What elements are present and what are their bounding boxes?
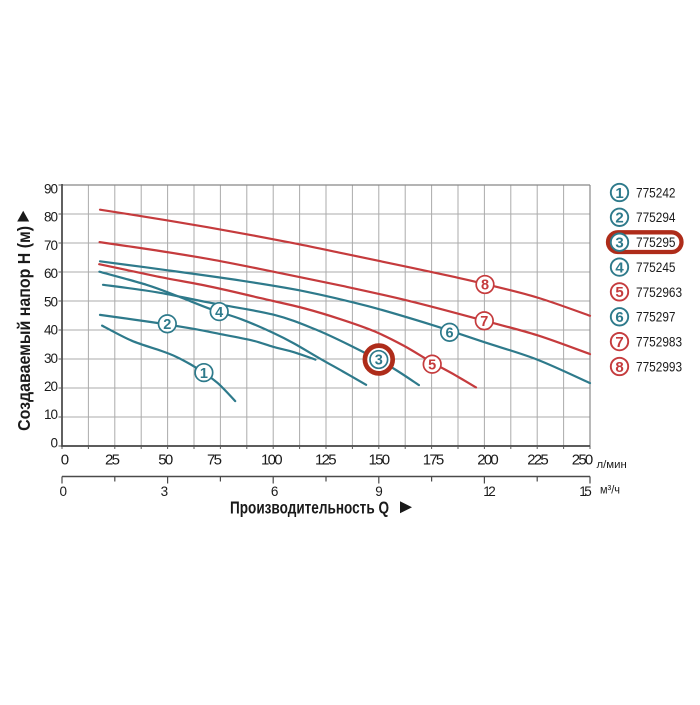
svg-text:775294: 775294: [636, 210, 676, 225]
svg-text:775297: 775297: [636, 310, 676, 325]
svg-text:3: 3: [615, 235, 623, 252]
svg-text:7: 7: [615, 334, 623, 351]
svg-text:775245: 775245: [636, 260, 676, 275]
svg-text:20: 20: [44, 379, 58, 394]
svg-text:0: 0: [61, 451, 69, 468]
svg-text:2: 2: [615, 210, 623, 227]
svg-text:7752963: 7752963: [636, 285, 682, 300]
svg-text:775295: 775295: [636, 235, 676, 250]
svg-text:Производительность Q: Производительность Q: [230, 498, 389, 518]
svg-text:70: 70: [44, 238, 58, 253]
svg-text:75: 75: [207, 451, 222, 468]
svg-text:5: 5: [428, 357, 436, 373]
svg-text:150: 150: [369, 451, 391, 468]
svg-text:40: 40: [44, 323, 58, 338]
svg-text:3: 3: [375, 353, 383, 369]
svg-text:м³/ч: м³/ч: [600, 483, 620, 497]
svg-text:0: 0: [50, 435, 58, 450]
svg-text:125: 125: [315, 451, 337, 468]
svg-text:2: 2: [163, 317, 171, 333]
svg-text:225: 225: [527, 451, 549, 468]
svg-text:12: 12: [483, 484, 496, 499]
svg-text:775242: 775242: [636, 185, 676, 200]
svg-text:6: 6: [615, 309, 623, 326]
svg-text:0: 0: [60, 484, 68, 499]
svg-text:80: 80: [44, 210, 58, 225]
svg-text:15: 15: [579, 484, 592, 499]
svg-text:1: 1: [200, 366, 208, 382]
svg-text:4: 4: [615, 259, 624, 276]
svg-text:1: 1: [615, 185, 623, 202]
svg-text:175: 175: [423, 451, 445, 468]
svg-text:250: 250: [572, 451, 594, 468]
svg-text:Создаваемый напор H (м): Создаваемый напор H (м): [14, 226, 34, 431]
svg-text:6: 6: [271, 484, 279, 499]
svg-text:50: 50: [158, 451, 173, 468]
svg-text:8: 8: [615, 359, 623, 376]
svg-text:25: 25: [105, 451, 120, 468]
svg-text:4: 4: [215, 305, 223, 321]
svg-text:7752993: 7752993: [636, 359, 682, 374]
svg-text:9: 9: [375, 484, 383, 499]
svg-text:6: 6: [446, 326, 454, 342]
svg-text:7752983: 7752983: [636, 335, 682, 350]
svg-text:60: 60: [44, 266, 58, 281]
svg-text:10: 10: [44, 407, 58, 422]
svg-text:5: 5: [615, 284, 623, 301]
svg-text:8: 8: [481, 278, 489, 294]
svg-text:50: 50: [44, 294, 58, 309]
svg-text:30: 30: [44, 351, 58, 366]
svg-text:3: 3: [161, 484, 169, 499]
svg-text:л/мин: л/мин: [597, 459, 627, 471]
svg-text:200: 200: [477, 451, 499, 468]
svg-text:90: 90: [44, 181, 58, 196]
svg-text:100: 100: [261, 451, 283, 468]
svg-text:7: 7: [480, 314, 488, 330]
